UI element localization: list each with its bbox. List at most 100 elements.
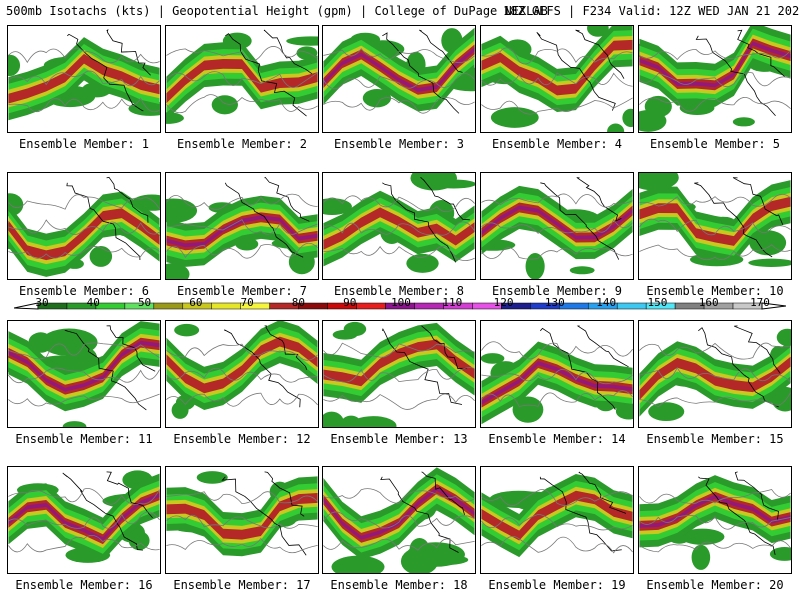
coastline — [421, 325, 468, 369]
ensemble-map — [481, 471, 633, 558]
height-contour — [166, 514, 318, 529]
coastline — [734, 325, 781, 374]
ensemble-map — [481, 325, 633, 425]
ensemble-map-panel — [480, 172, 634, 280]
isotach-blob — [622, 108, 633, 128]
coastline — [264, 325, 308, 370]
coastline — [67, 33, 144, 112]
colorbar-tick-label: 70 — [240, 296, 254, 309]
coastline — [106, 28, 151, 76]
height-contour — [8, 47, 160, 64]
ensemble-map-panel — [638, 320, 792, 428]
colorbar-tick-label: 50 — [137, 296, 152, 309]
ensemble-map-panel — [322, 25, 476, 133]
coastline — [224, 329, 301, 408]
coastline — [539, 476, 622, 552]
isotach-blob — [296, 46, 318, 60]
height-contour — [481, 218, 633, 234]
isotach-blob — [525, 253, 545, 279]
coastline — [698, 476, 776, 555]
ensemble-map — [166, 29, 318, 124]
height-contour — [166, 367, 318, 383]
isotach-blob — [481, 353, 505, 364]
coastline — [221, 476, 307, 556]
height-contour — [639, 366, 791, 383]
colorbar-tick-label: 100 — [391, 296, 411, 309]
height-contour — [323, 393, 475, 410]
height-contour — [8, 393, 160, 407]
isotach-blob — [323, 198, 352, 215]
isotach-band — [166, 332, 318, 398]
isotach-band — [481, 205, 633, 240]
ensemble-member-label: Ensemble Member: 19 — [488, 578, 626, 592]
height-contour — [323, 73, 475, 90]
isotach-blob — [607, 123, 625, 132]
height-contour — [8, 367, 160, 384]
ensemble-member-label: Ensemble Member: 5 — [649, 137, 781, 151]
height-contour — [639, 515, 791, 530]
colorbar-right-arrow — [761, 302, 786, 310]
isotach-band — [323, 480, 475, 547]
colorbar-swatch — [414, 302, 444, 310]
isotach-band — [323, 207, 475, 250]
height-contour — [481, 513, 633, 531]
isotach-band — [166, 58, 318, 104]
ensemble-map-panel — [165, 172, 319, 280]
colorbar-tick-label: 90 — [343, 296, 357, 309]
height-contour — [481, 47, 633, 65]
isotach-blob — [89, 246, 113, 267]
coastline — [540, 327, 616, 410]
colorbar-tick-label: 80 — [291, 296, 306, 309]
coastline — [106, 471, 153, 518]
ensemble-member-label: Ensemble Member: 12 — [173, 432, 311, 446]
ensemble-member-label: Ensemble Member: 8 — [333, 284, 465, 298]
height-contour — [323, 538, 475, 551]
isotach-blob — [680, 528, 725, 545]
height-contour — [323, 367, 475, 383]
ensemble-member-label: Ensemble Member: 6 — [18, 284, 150, 298]
isotach-blob — [691, 544, 711, 570]
ensemble-map — [8, 176, 160, 277]
ensemble-map-panel — [7, 25, 161, 133]
coastline — [540, 182, 620, 260]
isotach-band — [481, 26, 633, 113]
isotach-blob — [512, 396, 544, 423]
isotach-blob — [406, 253, 439, 273]
isotach-band — [639, 196, 791, 246]
height-contour — [8, 488, 160, 505]
height-contour — [481, 72, 633, 87]
coastline — [106, 176, 149, 223]
isotach-blob — [331, 555, 385, 573]
height-contour — [323, 221, 475, 236]
coastline — [224, 182, 304, 258]
ensemble-member-label: Ensemble Member: 20 — [646, 578, 784, 592]
ensemble-map — [323, 467, 475, 573]
coastline — [382, 32, 460, 114]
coastline — [695, 35, 776, 117]
colorbar-swatch — [95, 302, 126, 310]
ensemble-map-panel — [7, 466, 161, 574]
colorbar-tick-label: 120 — [493, 296, 514, 309]
height-contour — [166, 537, 318, 554]
ensemble-map-panel — [165, 466, 319, 574]
isotach-blob — [748, 258, 791, 267]
height-contour — [323, 511, 475, 529]
isotach-band — [323, 203, 475, 254]
colorbar-tick-label: 110 — [442, 296, 463, 309]
height-contour — [323, 195, 475, 213]
coastline — [575, 29, 625, 79]
coastline — [576, 177, 622, 222]
ensemble-map-panel — [638, 466, 792, 574]
isotach-blob — [166, 198, 198, 223]
height-contour — [323, 48, 475, 64]
ensemble-map-panel — [638, 25, 792, 133]
ensemble-map — [639, 325, 791, 422]
coastline — [380, 476, 459, 553]
coastline — [381, 328, 463, 405]
isotach-blob — [332, 329, 358, 340]
height-contour — [639, 193, 791, 207]
isotach-band — [323, 44, 475, 95]
ensemble-member-label: Ensemble Member: 9 — [491, 284, 623, 298]
coastline — [576, 325, 629, 368]
isotach-blob — [569, 266, 595, 275]
